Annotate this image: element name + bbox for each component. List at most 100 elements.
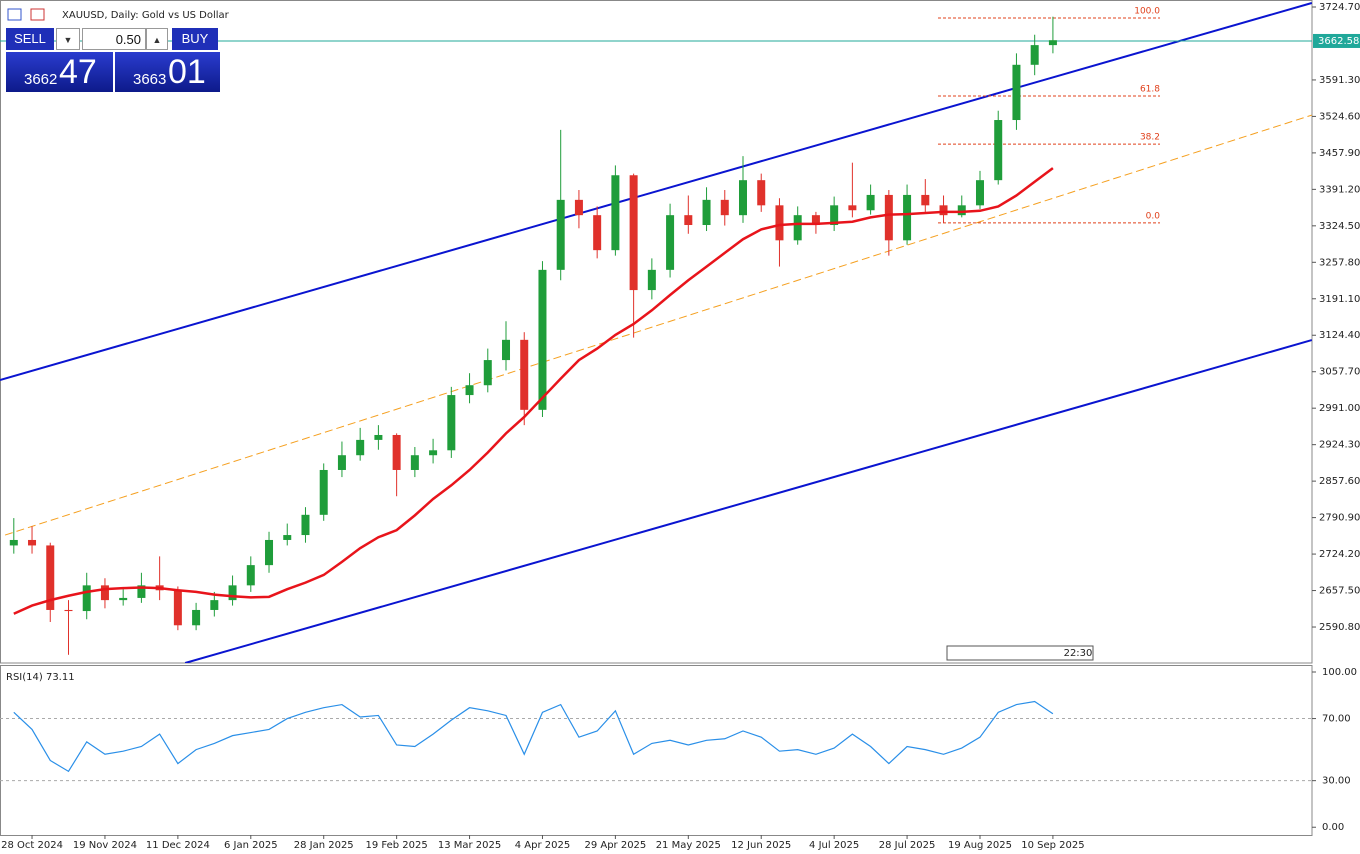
y-tick-label: 2991.00 — [1319, 403, 1360, 414]
candle-body — [392, 434, 401, 470]
sell-price-small: 47 — [59, 53, 97, 91]
rsi-line — [13, 700, 1054, 773]
x-tick-label: 28 Jul 2025 — [879, 840, 936, 851]
fib-label: 38.2 — [1140, 133, 1160, 143]
candle-body — [574, 199, 583, 216]
y-tick-label: 70.00 — [1322, 714, 1351, 725]
candle-body — [520, 339, 529, 410]
price-frame — [0, 0, 1313, 664]
candle-body — [319, 469, 328, 515]
candle-body — [429, 450, 438, 456]
candle-body — [921, 194, 930, 206]
sell-price[interactable]: 3662 47 — [6, 52, 113, 92]
x-tick-label: 29 Apr 2025 — [584, 840, 646, 851]
candle-body — [82, 585, 91, 612]
moving-average — [13, 167, 1054, 615]
candle-body — [228, 585, 237, 601]
candle-body — [775, 205, 784, 241]
candle-body — [793, 215, 802, 241]
candle-body — [9, 539, 18, 546]
candle-body — [137, 585, 146, 598]
y-tick-label: 3124.40 — [1319, 330, 1360, 341]
x-tick-label: 12 Jun 2025 — [731, 840, 791, 851]
y-tick-label: 3524.60 — [1319, 111, 1360, 122]
x-tick-label: 19 Nov 2024 — [73, 840, 137, 851]
header-title: XAUUSD, Daily: Gold vs US Dollar — [62, 10, 230, 21]
last-price-label: 3662.58 — [1318, 36, 1359, 47]
candle-body — [538, 269, 547, 410]
candle-body — [939, 205, 948, 216]
candle-body — [757, 180, 766, 206]
candle-body — [884, 194, 893, 241]
fib-label: 0.0 — [1146, 211, 1161, 221]
candle-body — [739, 180, 747, 216]
candle-body — [246, 565, 255, 586]
y-tick-label: 3191.10 — [1319, 294, 1360, 305]
sell-price-big: 3662 — [24, 71, 58, 88]
candle-body — [265, 539, 274, 566]
candle-body — [848, 205, 857, 211]
candle-body — [702, 199, 711, 226]
candle-body — [483, 360, 492, 386]
x-tick-label: 4 Apr 2025 — [515, 840, 570, 851]
x-tick-label: 6 Jan 2025 — [224, 840, 278, 851]
candle-body — [100, 585, 109, 601]
y-tick-label: 2724.20 — [1319, 549, 1360, 560]
trendline — [0, 2, 1312, 381]
candle-body — [647, 269, 656, 291]
lot-down[interactable]: ▼ — [56, 28, 80, 50]
candle-body — [28, 539, 37, 546]
rsi-frame — [0, 665, 1313, 836]
trendline — [4, 114, 1312, 536]
lot-input[interactable]: 0.50 — [82, 28, 146, 50]
fib-label: 61.8 — [1140, 84, 1160, 94]
y-tick-label: 0.00 — [1322, 822, 1344, 833]
buy-price-big: 3663 — [133, 71, 167, 88]
candle-body — [975, 180, 984, 206]
y-tick-label: 3324.50 — [1319, 221, 1360, 232]
sell-button[interactable]: SELL — [6, 28, 54, 50]
y-tick-label: 3591.30 — [1319, 75, 1360, 86]
candle-body — [720, 199, 729, 216]
candle-body — [283, 535, 292, 540]
trade-panel: SELL ▼ 0.50 ▲ BUY 3662 47 3663 01 — [6, 0, 222, 94]
x-tick-label: 19 Feb 2025 — [366, 840, 428, 851]
candle-body — [465, 385, 474, 396]
candle-body — [447, 395, 456, 451]
candle-body — [866, 194, 875, 211]
candle-body — [1030, 45, 1039, 65]
rsi-title: RSI(14) 73.11 — [6, 672, 75, 683]
y-tick-label: 3457.90 — [1319, 148, 1360, 159]
candle-body — [994, 120, 1003, 181]
x-tick-label: 19 Aug 2025 — [948, 840, 1012, 851]
x-tick-label: 10 Sep 2025 — [1021, 840, 1084, 851]
y-tick-label: 2924.30 — [1319, 440, 1360, 451]
candle-body — [629, 175, 638, 291]
y-tick-label: 2657.50 — [1319, 586, 1360, 597]
candle-body — [1048, 40, 1057, 46]
y-tick-label: 3057.70 — [1319, 367, 1360, 378]
candle-body — [593, 215, 602, 251]
candle-body — [830, 205, 839, 226]
candle-body — [502, 339, 511, 361]
y-tick-label: 2590.80 — [1319, 622, 1360, 633]
candle-body — [611, 175, 620, 251]
buy-price[interactable]: 3663 01 — [115, 52, 220, 92]
candle-body — [173, 590, 182, 626]
x-tick-label: 11 Dec 2024 — [146, 840, 210, 851]
y-tick-label: 2790.90 — [1319, 513, 1360, 524]
candle-body — [957, 205, 966, 216]
candle-body — [192, 609, 201, 626]
candle-body — [210, 600, 219, 610]
candle-body — [119, 597, 128, 601]
candle-body — [684, 215, 693, 226]
x-tick-label: 4 Jul 2025 — [809, 840, 859, 851]
y-tick-label: 3724.70 — [1319, 2, 1360, 13]
x-tick-label: 21 May 2025 — [656, 840, 721, 851]
lot-up[interactable]: ▲ — [146, 28, 168, 50]
buy-button[interactable]: BUY — [172, 28, 218, 50]
y-tick-label: 2857.60 — [1319, 476, 1360, 487]
y-tick-label: 3257.80 — [1319, 257, 1360, 268]
